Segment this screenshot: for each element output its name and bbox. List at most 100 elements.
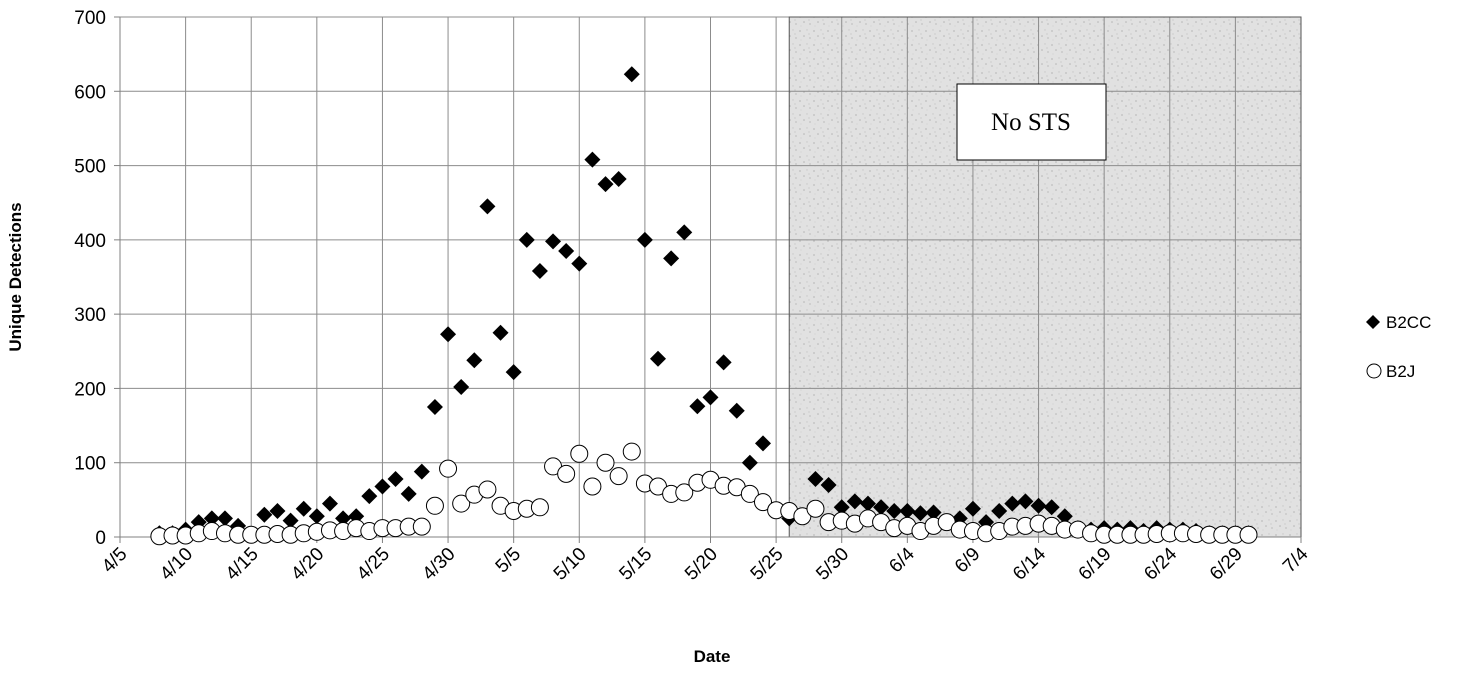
- b2j-point: [478, 480, 497, 499]
- b2cc-point: [833, 499, 850, 516]
- b2cc-point: [492, 324, 509, 341]
- legend-item-b2j: B2J: [1366, 362, 1415, 381]
- b2cc-point: [479, 198, 496, 215]
- b2cc-point: [1043, 499, 1060, 516]
- b2cc-point: [754, 435, 771, 452]
- b2j-point: [530, 498, 549, 517]
- b2cc-point: [545, 233, 562, 250]
- b2cc-point: [440, 326, 457, 343]
- b2cc-point: [689, 398, 706, 415]
- b2cc-point: [413, 463, 430, 480]
- b2cc-point: [886, 503, 903, 519]
- x-tick-label: 4/30: [419, 544, 460, 585]
- b2cc-point: [335, 510, 352, 527]
- b2cc-point: [715, 354, 732, 371]
- b2j-point: [596, 453, 615, 472]
- b2j-point: [570, 444, 589, 463]
- b2cc-point: [1056, 508, 1073, 525]
- b2j-point: [583, 477, 602, 496]
- b2cc-point: [453, 378, 470, 395]
- b2cc-point: [531, 263, 548, 280]
- b2j-point: [609, 467, 628, 486]
- b2cc-point: [321, 495, 338, 512]
- b2j-point: [806, 499, 825, 518]
- x-tick-label: 6/24: [1140, 543, 1181, 584]
- b2cc-point: [846, 493, 863, 510]
- x-tick-labels: 4/5 4/10 4/15 4/20 4/25 4/30 5/5 5/10 5/15 5/20 5/…: [98, 537, 1313, 585]
- b2cc-point: [571, 255, 588, 272]
- b2cc-point: [256, 506, 273, 523]
- b2cc-point: [558, 243, 575, 259]
- b2cc-point: [1017, 493, 1034, 510]
- b2cc-point: [676, 224, 693, 241]
- b2cc-point: [807, 471, 824, 488]
- b2cc-point: [400, 485, 417, 502]
- b2cc-point: [991, 503, 1008, 519]
- x-tick-label: 6/9: [951, 544, 985, 578]
- b2cc-point: [663, 250, 680, 267]
- b2j-point: [622, 442, 641, 461]
- x-axis-title: Date: [694, 647, 731, 666]
- b2cc-point: [820, 477, 837, 493]
- series-b2j-markers: [150, 442, 1258, 546]
- b2cc-point: [728, 402, 745, 419]
- b2cc-point: [269, 503, 286, 519]
- x-tick-label: 4/25: [353, 544, 394, 585]
- legend-label-b2j: B2J: [1386, 362, 1415, 381]
- b2cc-point: [518, 231, 535, 248]
- y-tick-label: 400: [74, 231, 106, 252]
- b2cc-point: [426, 399, 443, 415]
- b2cc-point: [899, 503, 916, 519]
- b2j-point: [439, 459, 458, 478]
- b2cc-point: [505, 364, 522, 381]
- x-tick-label: 6/19: [1075, 544, 1116, 585]
- b2cc-point: [282, 512, 299, 529]
- y-tick-label: 300: [74, 305, 106, 326]
- legend: B2CC B2J: [1366, 313, 1431, 381]
- b2j-point: [1239, 525, 1258, 544]
- y-tick-label: 200: [74, 379, 106, 400]
- y-tick-label: 100: [74, 454, 106, 475]
- y-tick-label: 0: [95, 528, 106, 549]
- x-tick-label: 5/20: [681, 544, 722, 585]
- b2j-point: [557, 464, 576, 483]
- x-tick-label: 4/15: [222, 544, 263, 585]
- annotation-box: [956, 83, 1107, 161]
- y-tick-label: 600: [74, 82, 106, 103]
- b2j-point: [753, 493, 772, 512]
- b2cc-point: [636, 231, 653, 248]
- b2cc-point: [859, 495, 876, 512]
- legend-item-b2cc: B2CC: [1366, 313, 1431, 332]
- x-tick-label: 5/30: [812, 544, 853, 585]
- b2cc-point: [387, 471, 404, 488]
- b2cc-point: [1030, 497, 1047, 514]
- b2cc-point: [584, 151, 601, 168]
- y-axis-title: Unique Detections: [6, 202, 25, 351]
- legend-diamond-icon: [1366, 315, 1380, 329]
- y-tick-label: 500: [74, 157, 106, 178]
- b2cc-point: [295, 500, 312, 517]
- b2cc-point: [741, 454, 758, 471]
- x-tick-label: 6/29: [1206, 544, 1247, 585]
- x-tick-label: 6/14: [1009, 543, 1050, 584]
- y-tick-label: 700: [74, 8, 106, 29]
- no-sts-annotation: No STS: [956, 83, 1107, 161]
- x-tick-label: 7/4: [1279, 543, 1313, 577]
- y-tick-labels: 0 100 200 300 400 500 600 700: [74, 8, 106, 549]
- b2cc-point: [964, 500, 981, 517]
- b2cc-point: [308, 508, 325, 525]
- b2cc-point: [216, 510, 233, 527]
- b2cc-point: [925, 504, 942, 521]
- b2cc-point: [610, 170, 627, 187]
- b2cc-point: [597, 176, 614, 193]
- x-tick-label: 6/4: [885, 543, 919, 577]
- x-tick-label: 4/10: [156, 544, 197, 585]
- legend-label-b2cc: B2CC: [1386, 313, 1431, 332]
- b2cc-point: [912, 505, 929, 522]
- x-tick-label: 5/10: [550, 544, 591, 585]
- b2cc-point: [873, 499, 890, 516]
- b2j-point: [425, 496, 444, 515]
- b2cc-point: [650, 350, 667, 367]
- b2j-point: [675, 483, 694, 502]
- b2cc-point: [702, 389, 719, 406]
